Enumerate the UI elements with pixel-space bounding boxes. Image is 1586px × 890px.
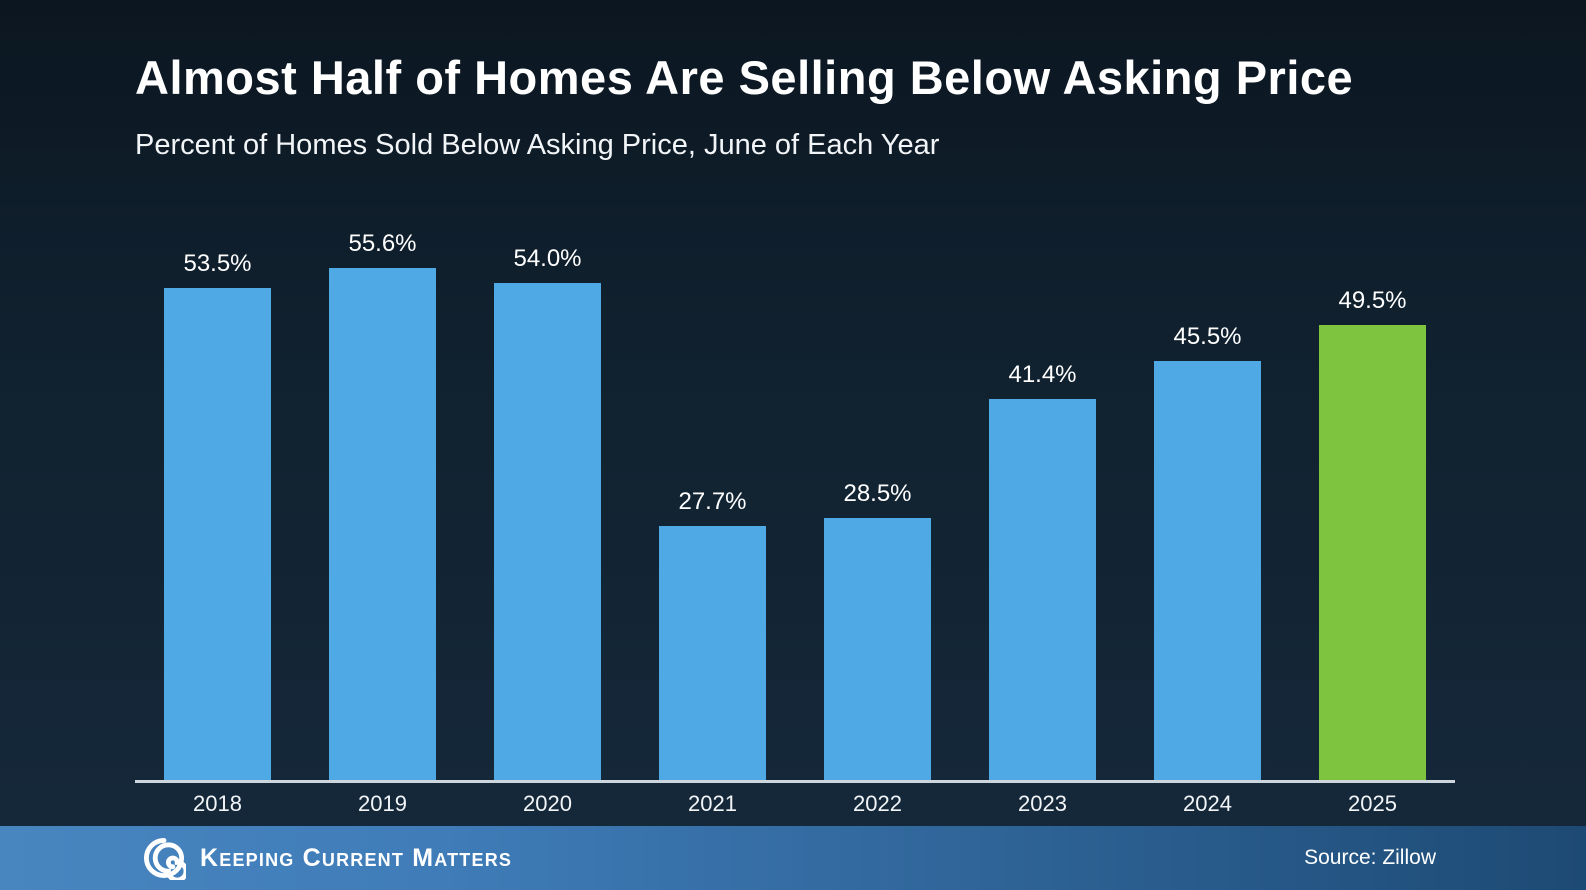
bar-value-label: 41.4% (1008, 361, 1077, 388)
source-credit: Source: Zillow (1304, 846, 1436, 869)
bar-value-label: 54.0% (513, 245, 582, 272)
bar-value-label: 27.7% (678, 488, 747, 515)
bar-chart: 53.5% 55.6% 54.0% 27.7% 28.5% 41.4% 45.5% 49.5%… (135, 200, 1455, 817)
bar-2025 (1319, 325, 1426, 781)
bar-column-2019: 55.6% (300, 200, 465, 781)
bar-value-label: 55.6% (348, 230, 417, 257)
bar-value-label: 49.5% (1338, 287, 1407, 314)
x-axis-label-2020: 2020 (523, 791, 572, 816)
bar-2022 (824, 518, 931, 781)
x-axis-line (135, 780, 1455, 783)
bar-value-label: 28.5% (843, 480, 912, 507)
x-axis-labels: 2018 2019 2020 2021 2022 2023 2024 2025 (135, 791, 1455, 817)
bar-2024 (1154, 361, 1261, 781)
x-axis-label-2021: 2021 (688, 791, 737, 816)
bar-2023 (989, 399, 1096, 781)
chart-header: Almost Half of Homes Are Selling Below A… (135, 50, 1526, 162)
x-axis-label-2025: 2025 (1348, 791, 1397, 816)
footer-bar: Keeping Current Matters Source: Zillow (0, 826, 1586, 890)
bar-2019 (329, 268, 436, 781)
x-axis-label-2024: 2024 (1183, 791, 1232, 816)
x-axis-label-2023: 2023 (1018, 791, 1067, 816)
bar-column-2025: 49.5% (1290, 200, 1455, 781)
x-axis-label-2022: 2022 (853, 791, 902, 816)
brand-name: Keeping Current Matters (200, 843, 513, 872)
plot-area: 53.5% 55.6% 54.0% 27.7% 28.5% 41.4% 45.5% 49.5% (135, 200, 1455, 783)
bar-value-label: 53.5% (183, 250, 252, 277)
brand-lockup: Keeping Current Matters (142, 836, 512, 880)
bar-column-2024: 45.5% (1125, 200, 1290, 781)
kcm-swirl-logo-icon (143, 837, 186, 880)
bar-2018 (164, 288, 271, 781)
x-axis-label-2018: 2018 (193, 791, 242, 816)
bar-column-2020: 54.0% (465, 200, 630, 781)
page-title: Almost Half of Homes Are Selling Below A… (135, 51, 1354, 104)
bar-2021 (659, 526, 766, 781)
bar-column-2023: 41.4% (960, 200, 1125, 781)
bar-column-2018: 53.5% (135, 200, 300, 781)
bar-column-2022: 28.5% (795, 200, 960, 781)
bar-column-2021: 27.7% (630, 200, 795, 781)
bar-2020 (494, 283, 601, 781)
chart-subtitle: Percent of Homes Sold Below Asking Price… (135, 129, 940, 161)
x-axis-label-2019: 2019 (358, 791, 407, 816)
bar-value-label: 45.5% (1173, 323, 1242, 350)
